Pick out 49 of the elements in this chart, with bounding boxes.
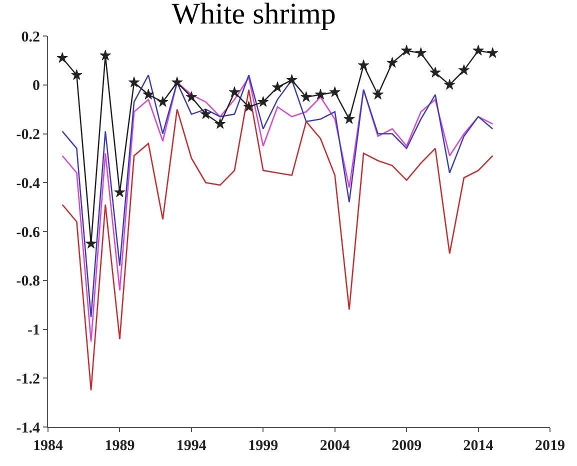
point (114, 186, 126, 198)
point (172, 76, 183, 88)
point (214, 118, 226, 129)
point (386, 57, 398, 68)
x-tick-label: 1994 (176, 438, 207, 454)
point (344, 113, 355, 124)
point (243, 101, 254, 112)
point (430, 66, 441, 78)
y-tick-label: -1.4 (16, 420, 40, 436)
point (300, 91, 312, 102)
point (358, 59, 370, 70)
y-tick-label: -0.8 (16, 274, 40, 290)
x-tick-label: 1989 (104, 438, 135, 454)
point (487, 47, 498, 58)
point (186, 91, 198, 102)
y-tick-label: -0.4 (16, 176, 40, 192)
point (272, 81, 284, 92)
point (71, 69, 82, 80)
chart-title: White shrimp (172, 0, 336, 30)
point (329, 86, 340, 97)
y-tick-label: -0.2 (16, 127, 40, 143)
line-series (62, 89, 494, 391)
point (314, 88, 326, 100)
point (56, 52, 68, 63)
x-tick-label: 1999 (248, 438, 278, 454)
x-tick-label: 2014 (463, 438, 494, 454)
point (458, 64, 470, 75)
point (400, 44, 412, 56)
point (142, 88, 154, 100)
point (372, 88, 384, 100)
point (472, 44, 484, 56)
x-tick-label: 1984 (33, 438, 64, 454)
point (286, 74, 298, 85)
point (228, 86, 240, 97)
x-tick-label: 2004 (320, 438, 350, 454)
y-tick-label: 0 (32, 78, 40, 94)
point (200, 108, 212, 119)
point (415, 47, 426, 58)
y-tick-label: -1 (28, 322, 40, 338)
x-tick-label: 2019 (535, 438, 565, 454)
y-tick-label: -0.6 (16, 224, 40, 241)
y-tick-label: 0.2 (21, 29, 40, 46)
point (128, 76, 140, 88)
x-tick-label: 2009 (392, 438, 422, 454)
point (100, 50, 111, 60)
point (258, 96, 269, 107)
y-tick-label: -1.2 (16, 371, 40, 388)
point (157, 96, 168, 107)
point (444, 79, 456, 90)
